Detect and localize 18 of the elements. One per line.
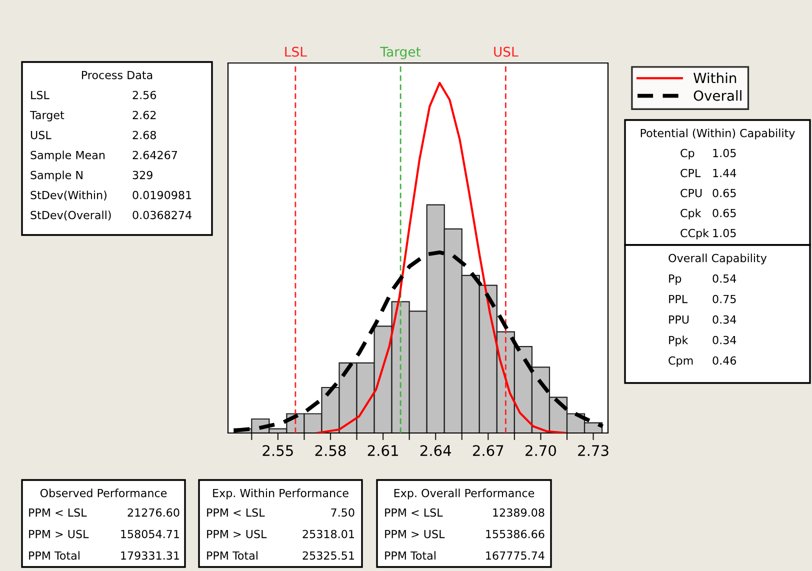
- x-tick-label: 2.70: [526, 445, 556, 456]
- legend-label: Within: [694, 72, 736, 84]
- ref-line-label: USL: [494, 46, 518, 57]
- text: Process Data LSL 2.56 Target 2.62 USL 2.68 Sample Mean 2.64267 Sample N 329 StDev(Within) 0.0190981 StDev(Overall) 0.0368274: [30, 70, 192, 221]
- legend-label: Overall: [694, 90, 742, 101]
- ref-line-label: LSL: [285, 46, 307, 57]
- x-tick-label: 2.55: [262, 445, 293, 456]
- x-tick-label: 2.73: [578, 445, 608, 456]
- x-tick-label: 2.67: [473, 445, 504, 456]
- text: Observed Performance PPM < LSL 21276.60 PPM > USL 158054.71 PPM Total 179331.31: [29, 488, 180, 560]
- ref-line-label: Target: [380, 46, 421, 60]
- x-tick-label: 2.58: [315, 445, 346, 456]
- text: Potential (Within) Capability Cp 1.05 CPL 1.44 CPU 0.65 Cpk 0.65 CCpk 1.05: [640, 128, 795, 240]
- x-tick-label: 2.64: [420, 445, 452, 456]
- text: Exp. Overall Performance PPM < LSL 12389.08 PPM > USL 155386.66 PPM Total 167775.74: [385, 488, 544, 560]
- x-tick-label: 2.61: [368, 445, 398, 456]
- text: Exp. Within Performance PPM < LSL 7.50 PPM > USL 25318.01 PPM Total 25325.51: [207, 488, 354, 560]
- text: Overall Capability Pp 0.54 PPL 0.75 PPU 0.34 Ppk 0.34 Cpm 0.46: [668, 254, 767, 367]
